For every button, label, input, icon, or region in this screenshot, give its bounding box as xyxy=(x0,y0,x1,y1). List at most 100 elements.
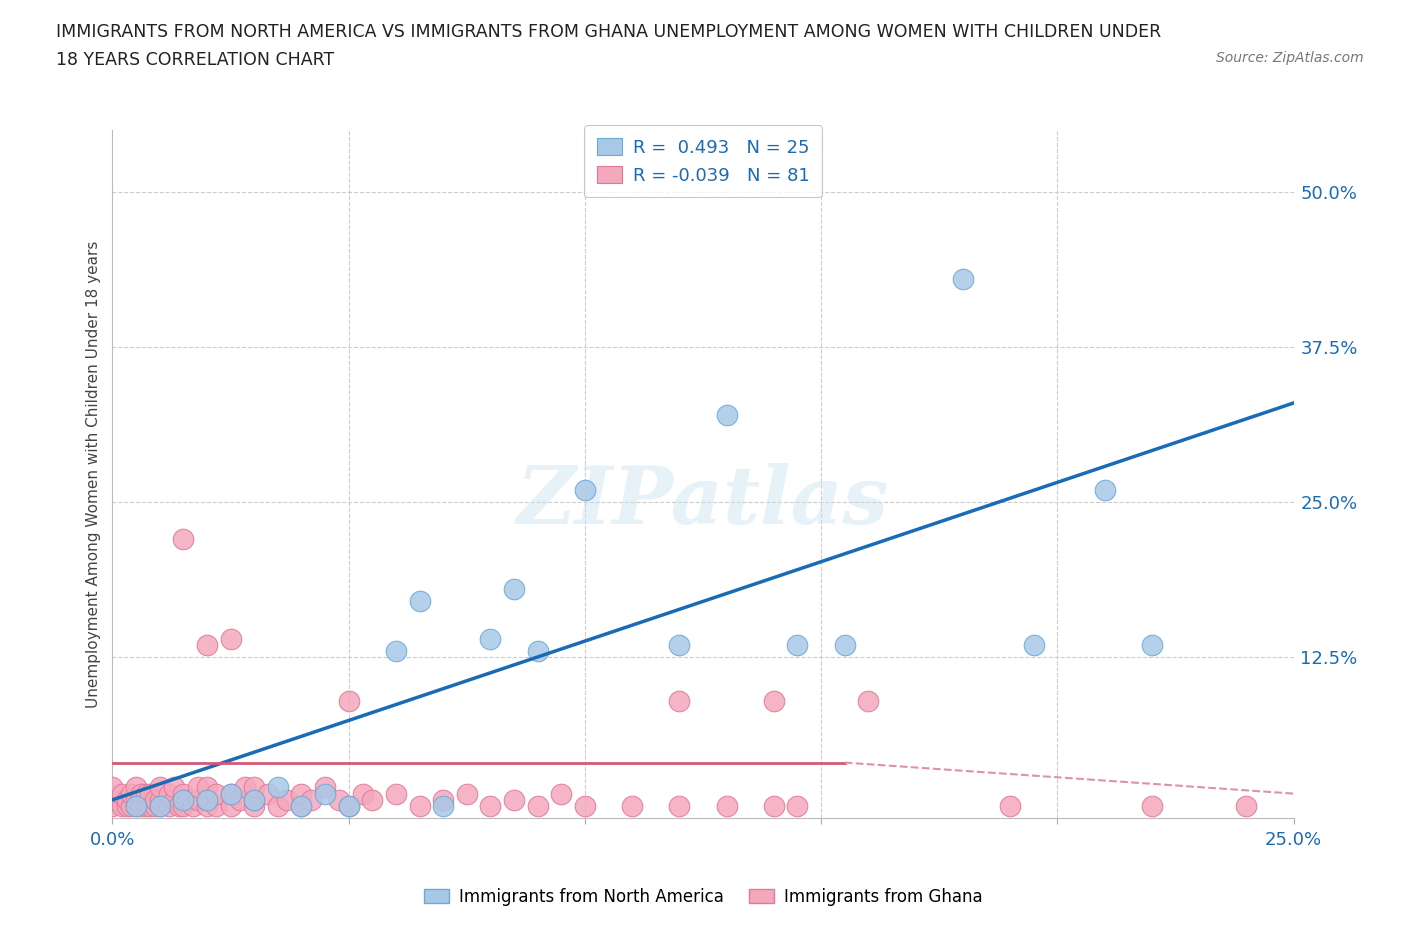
Point xyxy=(479,799,502,814)
Point xyxy=(125,799,148,814)
Point xyxy=(1140,799,1163,814)
Point xyxy=(762,693,785,708)
Point xyxy=(149,780,172,795)
Point xyxy=(205,786,228,801)
Point xyxy=(129,786,152,801)
Point xyxy=(195,780,218,795)
Point xyxy=(550,786,572,801)
Point xyxy=(952,272,974,286)
Point xyxy=(574,483,596,498)
Point xyxy=(135,786,157,801)
Point xyxy=(385,644,408,658)
Point xyxy=(157,786,180,801)
Point xyxy=(337,799,360,814)
Point xyxy=(337,693,360,708)
Point xyxy=(205,799,228,814)
Point xyxy=(129,799,152,814)
Point xyxy=(143,792,166,807)
Point xyxy=(181,799,204,814)
Point xyxy=(139,786,162,801)
Legend: R =  0.493   N = 25, R = -0.039   N = 81: R = 0.493 N = 25, R = -0.039 N = 81 xyxy=(583,126,823,197)
Point xyxy=(1140,637,1163,652)
Point xyxy=(786,637,808,652)
Point xyxy=(385,786,408,801)
Point xyxy=(195,792,218,807)
Point xyxy=(1022,637,1045,652)
Point xyxy=(186,792,208,807)
Point xyxy=(195,637,218,652)
Point xyxy=(195,799,218,814)
Legend: Immigrants from North America, Immigrants from Ghana: Immigrants from North America, Immigrant… xyxy=(418,881,988,912)
Point xyxy=(716,408,738,423)
Point xyxy=(503,581,526,596)
Text: 18 YEARS CORRELATION CHART: 18 YEARS CORRELATION CHART xyxy=(56,51,335,69)
Point xyxy=(195,792,218,807)
Point xyxy=(243,792,266,807)
Point xyxy=(172,799,194,814)
Point xyxy=(290,799,312,814)
Point xyxy=(219,799,242,814)
Point xyxy=(290,799,312,814)
Point xyxy=(314,786,336,801)
Point xyxy=(229,792,252,807)
Point xyxy=(149,792,172,807)
Text: ZIPatlas: ZIPatlas xyxy=(517,463,889,540)
Point xyxy=(172,532,194,547)
Point xyxy=(172,786,194,801)
Point xyxy=(177,792,200,807)
Point xyxy=(1234,799,1257,814)
Point xyxy=(101,780,124,795)
Point xyxy=(716,799,738,814)
Point xyxy=(337,799,360,814)
Point xyxy=(621,799,644,814)
Point xyxy=(408,799,430,814)
Point xyxy=(456,786,478,801)
Point xyxy=(120,799,142,814)
Point xyxy=(668,799,690,814)
Point xyxy=(361,792,384,807)
Point xyxy=(143,799,166,814)
Point xyxy=(503,792,526,807)
Point xyxy=(257,786,280,801)
Point xyxy=(186,780,208,795)
Point xyxy=(219,631,242,646)
Point xyxy=(219,786,242,801)
Point xyxy=(233,780,256,795)
Point xyxy=(163,780,186,795)
Point xyxy=(101,799,124,814)
Point xyxy=(243,792,266,807)
Point xyxy=(111,786,134,801)
Point xyxy=(408,594,430,609)
Point xyxy=(139,799,162,814)
Point xyxy=(834,637,856,652)
Point xyxy=(120,786,142,801)
Point xyxy=(479,631,502,646)
Point xyxy=(115,799,138,814)
Point xyxy=(267,780,290,795)
Point xyxy=(267,799,290,814)
Point xyxy=(762,799,785,814)
Point xyxy=(858,693,880,708)
Point xyxy=(1094,483,1116,498)
Point xyxy=(219,786,242,801)
Point xyxy=(101,792,124,807)
Point xyxy=(526,799,548,814)
Point xyxy=(163,792,186,807)
Point xyxy=(328,792,350,807)
Point xyxy=(243,780,266,795)
Point xyxy=(574,799,596,814)
Point xyxy=(290,786,312,801)
Point xyxy=(125,780,148,795)
Point xyxy=(299,792,322,807)
Point xyxy=(432,799,454,814)
Point xyxy=(432,792,454,807)
Point xyxy=(157,799,180,814)
Text: IMMIGRANTS FROM NORTH AMERICA VS IMMIGRANTS FROM GHANA UNEMPLOYMENT AMONG WOMEN : IMMIGRANTS FROM NORTH AMERICA VS IMMIGRA… xyxy=(56,23,1161,41)
Point xyxy=(111,799,134,814)
Point xyxy=(668,637,690,652)
Point xyxy=(276,792,298,807)
Point xyxy=(115,792,138,807)
Point xyxy=(314,780,336,795)
Y-axis label: Unemployment Among Women with Children Under 18 years: Unemployment Among Women with Children U… xyxy=(86,241,101,708)
Point xyxy=(786,799,808,814)
